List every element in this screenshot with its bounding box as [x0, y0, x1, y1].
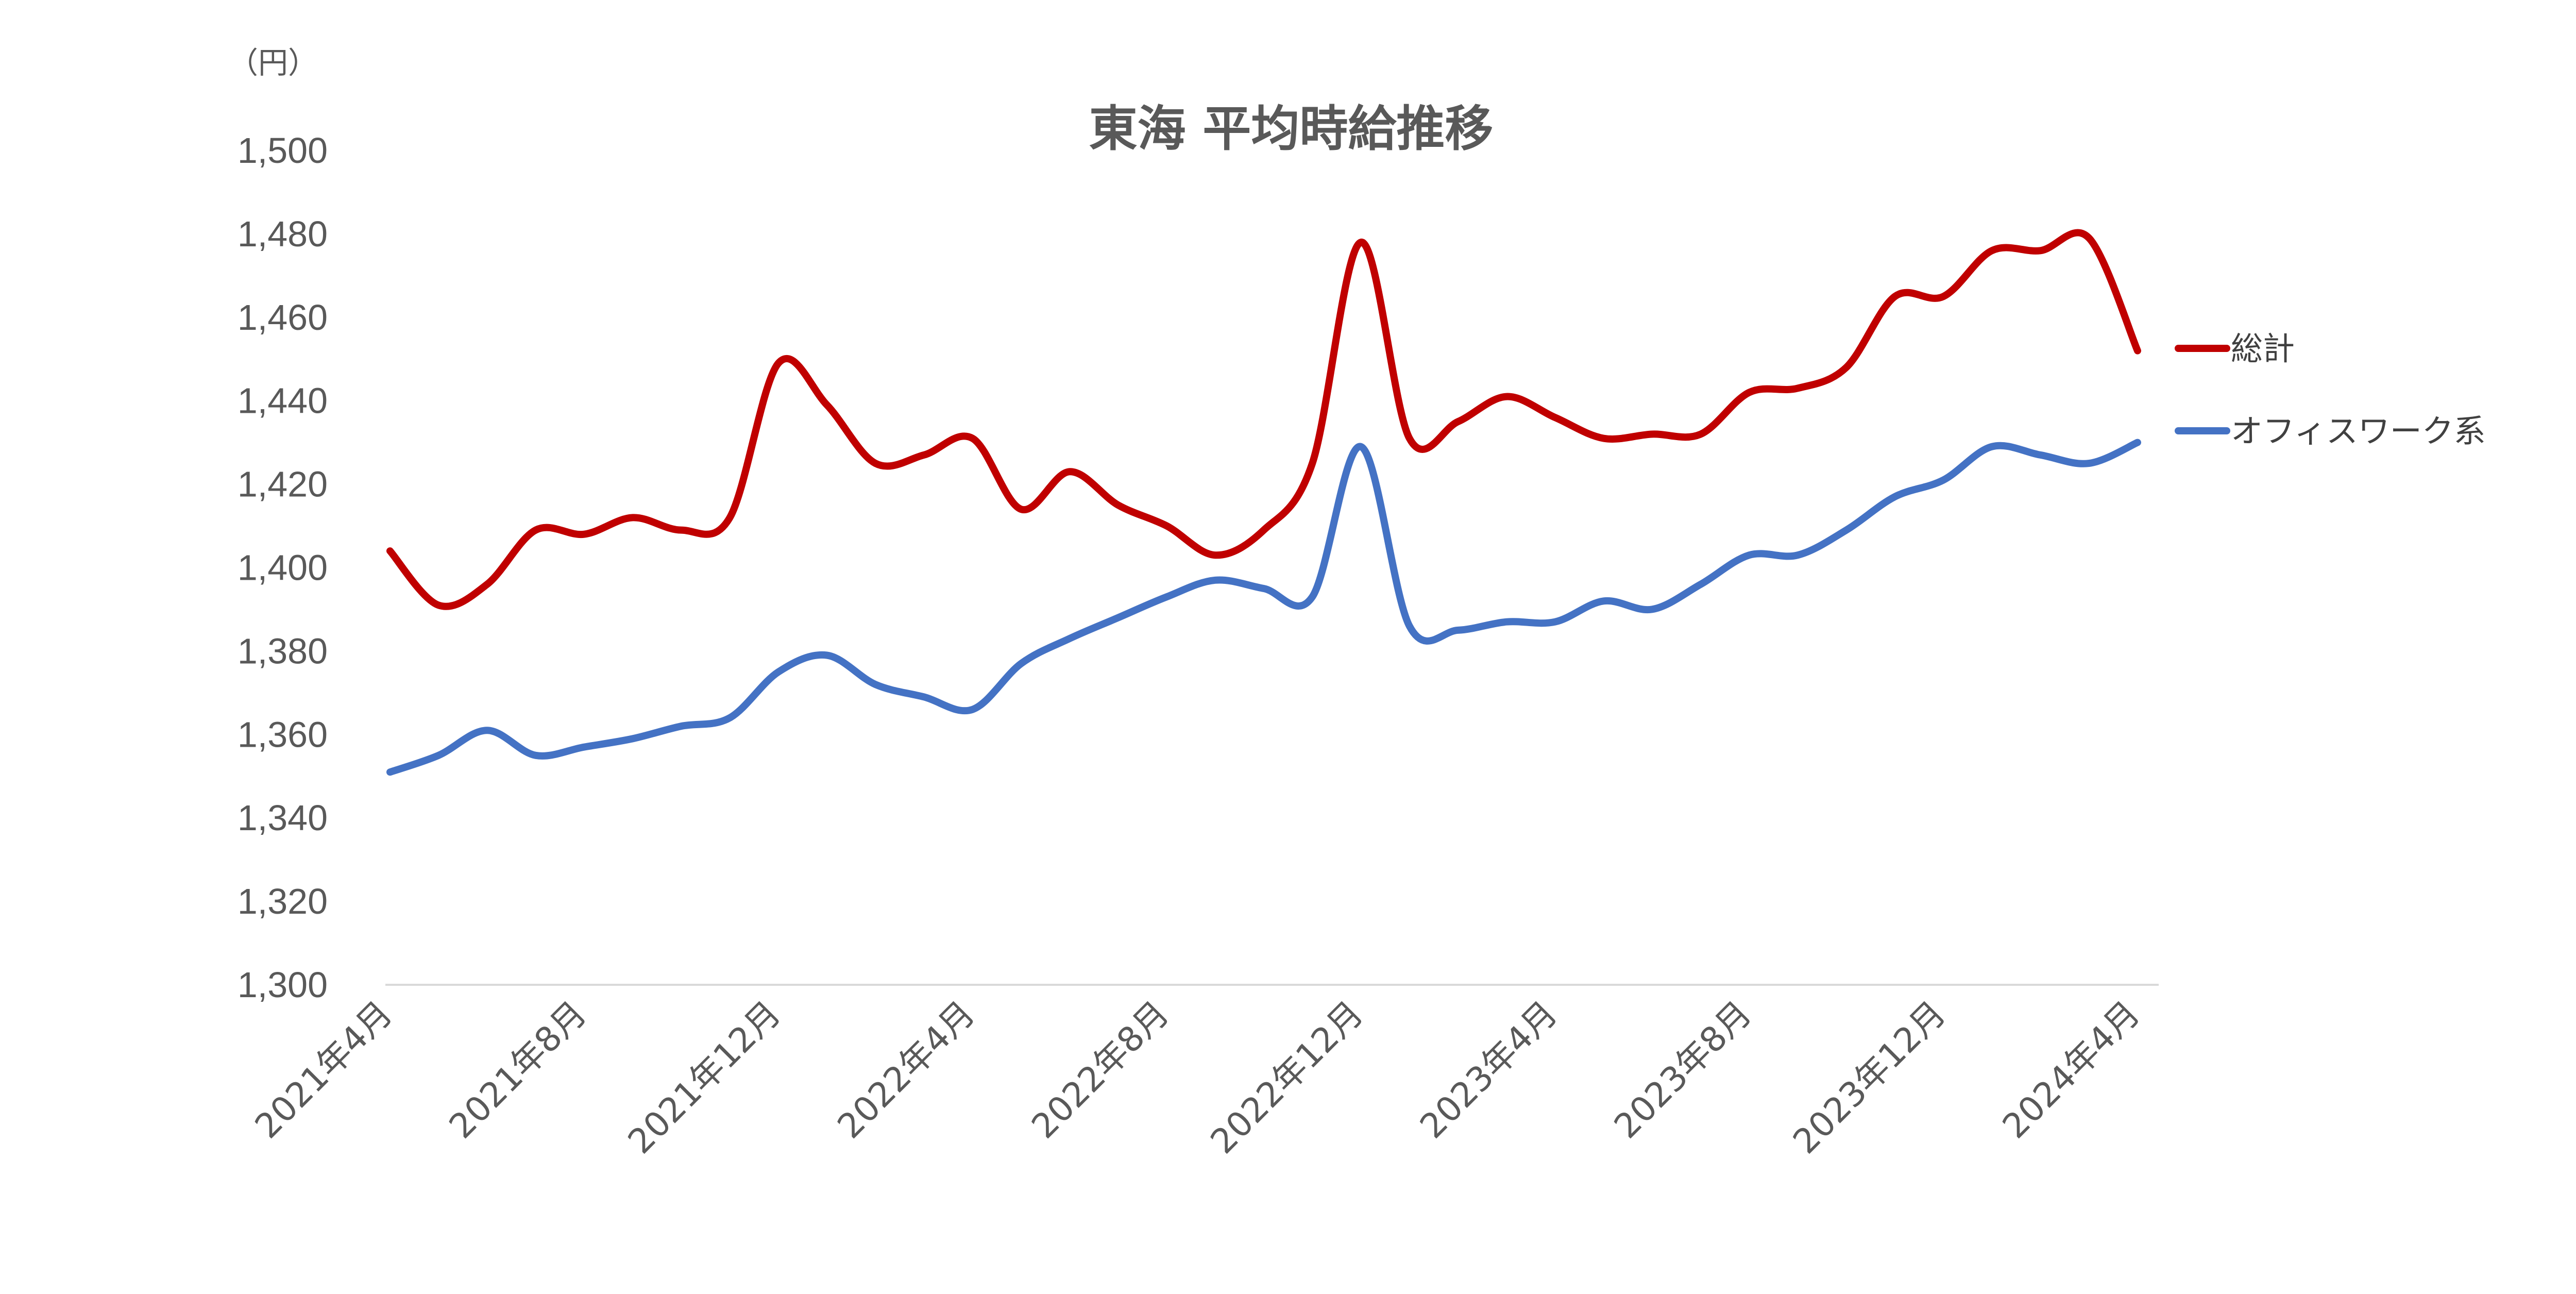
- y-tick-label: 1,440: [238, 381, 328, 421]
- legend-label: オフィスワーク系: [2231, 412, 2486, 450]
- y-tick-label: 1,340: [238, 798, 328, 838]
- y-unit-label: （円）: [228, 45, 318, 80]
- y-axis-ticks: 1,300 1,320 1,340 1,360 1,380 1,400 1,420 1,440…: [238, 130, 328, 1005]
- y-tick-label: 1,320: [238, 881, 328, 921]
- y-tick-label: 1,460: [238, 297, 328, 338]
- y-tick-label: 1,300: [238, 965, 328, 1005]
- x-tick-label: 2022年8月: [1024, 994, 1177, 1146]
- x-tick-label: 2023年12月: [1785, 994, 1953, 1162]
- x-tick-label: 2021年4月: [247, 994, 400, 1146]
- x-tick-label: 2023年4月: [1412, 994, 1565, 1146]
- y-tick-label: 1,360: [238, 714, 328, 754]
- y-tick-label: 1,500: [238, 130, 328, 171]
- series-line-1: [386, 229, 2141, 610]
- legend-label: 総計: [2231, 330, 2295, 367]
- x-tick-label: 2022年4月: [830, 994, 982, 1146]
- chart-title: 東海 平均時給推移: [1089, 101, 1494, 157]
- y-tick-label: 1,400: [238, 548, 328, 588]
- y-tick-label: 1,480: [238, 214, 328, 254]
- y-tick-label: 1,380: [238, 631, 328, 671]
- x-tick-label: 2021年8月: [442, 994, 594, 1146]
- x-tick-label: 2023年8月: [1606, 994, 1759, 1146]
- x-axis-ticks: 2021年4月 2021年8月 2021年12月 2022年4月 2022年8月 2022…: [247, 994, 2147, 1162]
- x-tick-label: 2021年12月: [620, 994, 788, 1162]
- x-tick-label: 2022年12月: [1203, 994, 1371, 1162]
- y-tick-label: 1,420: [238, 464, 328, 505]
- series-line-2: [386, 439, 2141, 776]
- x-tick-label: 2024年4月: [1995, 994, 2147, 1146]
- series-lines: [386, 229, 2141, 776]
